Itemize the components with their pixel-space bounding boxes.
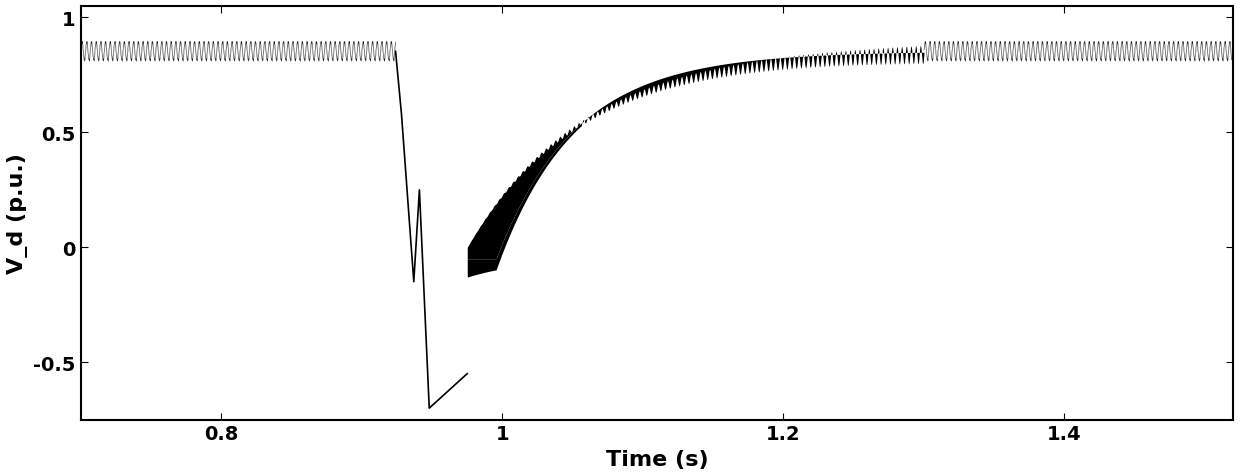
X-axis label: Time (s): Time (s) [605, 449, 708, 469]
Y-axis label: V_d (p.u.): V_d (p.u.) [7, 153, 29, 274]
